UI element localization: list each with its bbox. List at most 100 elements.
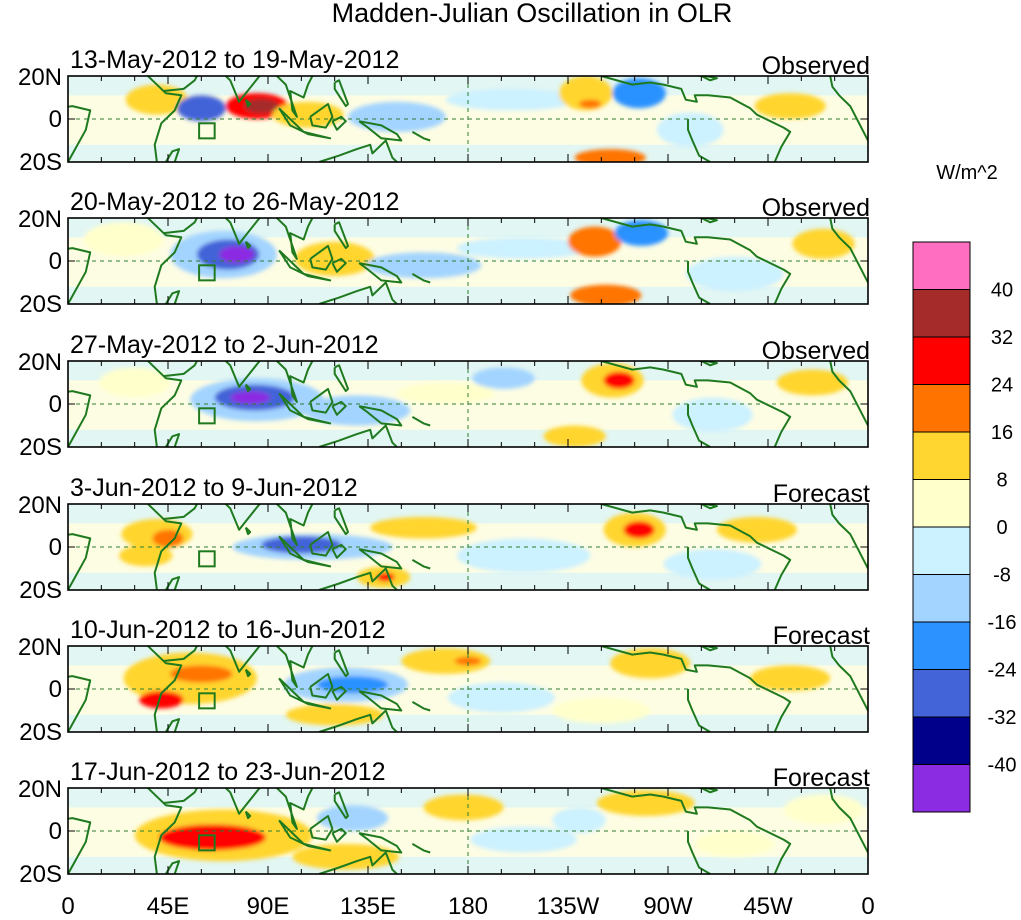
anomaly-5-8 bbox=[454, 656, 482, 666]
index-box bbox=[198, 834, 216, 852]
coastline-12 bbox=[358, 405, 403, 427]
colorbar-units: W/m^2 bbox=[936, 162, 998, 184]
x-tick-label: 0 bbox=[61, 893, 74, 920]
anomaly-1-13 bbox=[754, 93, 826, 119]
coastline-11 bbox=[333, 791, 349, 820]
coastline-6 bbox=[244, 383, 252, 393]
colorbar-swatch bbox=[912, 764, 971, 813]
anomaly-4-13 bbox=[663, 549, 762, 580]
anomaly-3-7 bbox=[472, 367, 535, 389]
coastline-16 bbox=[687, 547, 711, 590]
coastline-10 bbox=[331, 257, 347, 273]
colorbar-swatch bbox=[912, 336, 971, 385]
anomaly-1-4 bbox=[243, 98, 280, 114]
y-tick-label: 20S bbox=[19, 719, 62, 746]
colorbar-swatch bbox=[912, 526, 971, 575]
coastline-6 bbox=[244, 526, 252, 536]
anomaly-5-5 bbox=[316, 676, 389, 694]
coastline-5 bbox=[214, 218, 314, 260]
anomaly-5-11 bbox=[750, 665, 831, 692]
coastline-10 bbox=[331, 543, 347, 559]
colorbar-label: 16 bbox=[991, 422, 1013, 444]
panel-3: 27-May-2012 to 2-Jun-2012 Observed 20N 0 20S bbox=[18, 331, 870, 461]
anomaly-1-10 bbox=[612, 78, 666, 109]
colorbar-label: -16 bbox=[988, 612, 1017, 634]
coastline-3 bbox=[164, 148, 181, 162]
panel-5: 10-Jun-2012 to 16-Jun-2012 Forecast 20N 0 20… bbox=[18, 616, 870, 746]
coastline-15 bbox=[601, 646, 792, 732]
x-tick-label: 90W bbox=[643, 893, 693, 920]
panel-period-label: 13-May-2012 to 19-May-2012 bbox=[70, 46, 399, 74]
panel-6: 17-Jun-2012 to 23-Jun-2012 Forecast 20N 0 20… bbox=[18, 758, 870, 888]
coastline-4 bbox=[163, 76, 198, 92]
anomaly-1-5 bbox=[272, 101, 344, 128]
coastline-11 bbox=[333, 79, 349, 108]
coastline-4 bbox=[163, 646, 198, 662]
anomaly-6-2 bbox=[159, 824, 266, 851]
anomaly-field bbox=[68, 504, 868, 590]
coastline-8 bbox=[303, 842, 332, 852]
colorbar-swatch bbox=[912, 289, 971, 338]
coastline-3 bbox=[164, 860, 181, 874]
anomaly-5-6 bbox=[285, 704, 384, 726]
anomaly-1-2 bbox=[176, 95, 226, 122]
coastline-6 bbox=[244, 98, 252, 108]
y-tick-label: 0 bbox=[49, 248, 62, 275]
anomaly-4-6 bbox=[370, 516, 477, 539]
anomaly-3-12 bbox=[776, 369, 848, 396]
y-tick-label: 20N bbox=[18, 492, 62, 519]
coastline-15 bbox=[601, 76, 792, 162]
coastline-14 bbox=[318, 709, 398, 732]
coastline-4 bbox=[163, 218, 198, 235]
coastline-13 bbox=[411, 131, 431, 142]
colorbar-label: 0 bbox=[996, 517, 1007, 539]
coastline-18 bbox=[829, 504, 868, 569]
panel-period-label: 27-May-2012 to 2-Jun-2012 bbox=[70, 331, 379, 359]
coastline-2 bbox=[147, 218, 183, 304]
anomaly-field bbox=[68, 76, 868, 162]
x-tick-label: 135W bbox=[537, 893, 600, 920]
panel-period-label: 10-Jun-2012 to 16-Jun-2012 bbox=[70, 616, 386, 644]
coastline-18 bbox=[829, 646, 868, 711]
panel-kind-label: Forecast bbox=[773, 622, 870, 650]
anomaly-3-9 bbox=[603, 371, 635, 389]
coastline-10 bbox=[331, 115, 347, 131]
y-tick-label: 0 bbox=[49, 391, 62, 418]
coastline-17 bbox=[695, 504, 718, 510]
coastline-11 bbox=[333, 364, 349, 393]
coastline-3 bbox=[164, 290, 181, 304]
colorbar-swatch bbox=[912, 431, 971, 480]
anomaly-blobs bbox=[134, 790, 864, 870]
coastlines bbox=[68, 218, 868, 304]
colorbar-swatch bbox=[912, 384, 971, 433]
coastline-11 bbox=[333, 649, 349, 678]
coastline-12 bbox=[358, 262, 403, 284]
coastlines bbox=[68, 788, 868, 874]
coastline-16 bbox=[687, 261, 711, 304]
y-tick-label: 0 bbox=[49, 818, 62, 845]
panel-4: 3-Jun-2012 to 9-Jun-2012 Forecast 20N 0 20S bbox=[18, 474, 870, 604]
coastline-6 bbox=[244, 240, 252, 250]
anomaly-2-8 bbox=[568, 226, 622, 257]
coastline-1 bbox=[68, 817, 92, 874]
coastline-14 bbox=[318, 424, 398, 447]
coastline-9 bbox=[309, 387, 334, 414]
coastline-12 bbox=[358, 690, 403, 712]
coastline-17 bbox=[695, 646, 718, 652]
index-box bbox=[198, 692, 216, 710]
coastline-18 bbox=[829, 361, 868, 426]
anomaly-3-11 bbox=[672, 397, 753, 432]
anomaly-5-2 bbox=[170, 665, 233, 683]
y-tick-label: 20N bbox=[18, 206, 62, 233]
anomaly-field bbox=[68, 218, 868, 304]
coastline-8 bbox=[303, 700, 332, 710]
x-tick-label: 180 bbox=[448, 893, 488, 920]
colorbar-label: -32 bbox=[988, 707, 1017, 729]
panel-period-label: 3-Jun-2012 to 9-Jun-2012 bbox=[70, 474, 358, 502]
anomaly-3-5 bbox=[303, 395, 411, 426]
colorbar-swatch bbox=[912, 621, 971, 670]
colorbar-swatch bbox=[912, 574, 971, 623]
panel-kind-label: Forecast bbox=[773, 764, 870, 792]
coastline-10 bbox=[331, 685, 347, 701]
anomaly-6-8 bbox=[552, 807, 606, 834]
